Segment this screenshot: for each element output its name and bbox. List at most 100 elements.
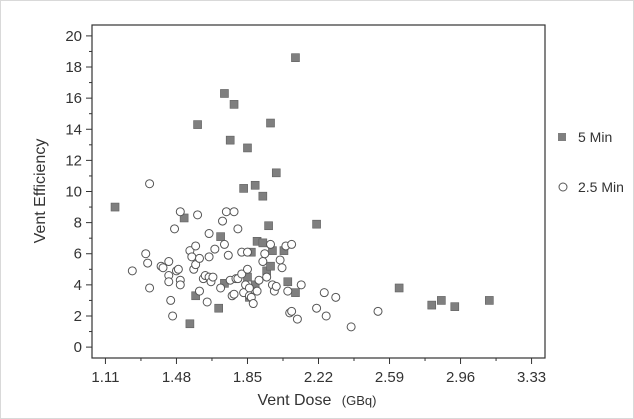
data-point-5-min (229, 100, 239, 109)
data-point-2-5-min (262, 272, 272, 282)
data-point-2-5-min (175, 207, 185, 217)
data-point-2-5-min (287, 306, 297, 316)
data-point-2-5-min (319, 288, 329, 298)
y-tick-label: 12 (65, 152, 82, 169)
data-point-2-5-min (204, 229, 214, 239)
data-point-5-min (485, 296, 494, 305)
data-point-2-5-min (373, 306, 383, 316)
data-point-5-min (450, 302, 460, 311)
legend-item-2-5-min: 2.5 Min (558, 179, 624, 195)
x-tick-label: 1.85 (233, 369, 262, 386)
data-point-2-5-min (202, 297, 212, 307)
data-point-5-min (214, 303, 223, 313)
data-point-2-5-min (271, 281, 281, 291)
x-tick-label: 3.33 (517, 369, 546, 386)
y-tick-label: 8 (74, 215, 82, 232)
x-tick-label: 2.22 (304, 369, 333, 386)
x-tick-label: 1.48 (162, 369, 191, 386)
data-point-5-min (258, 191, 268, 201)
y-axis-title: Vent Efficiency (32, 139, 49, 244)
data-point-2-5-min (164, 277, 174, 287)
data-point-2-5-min (312, 303, 322, 313)
data-point-2-5-min (237, 269, 247, 279)
data-point-5-min (220, 89, 229, 98)
x-axis-label-group: Vent Dose (GBq) (258, 392, 377, 409)
axes: 1.11 1.48 1.85 2.22 2.59 2.96 3.33 0 2 4 6 8 10 12 14 1… (65, 28, 546, 386)
data-point-5-min (193, 120, 202, 129)
data-point-2-5-min (164, 257, 174, 267)
data-point-2-5-min (242, 264, 252, 274)
x-axis-title: Vent Dose (258, 392, 332, 409)
y-tick-label: 14 (65, 121, 82, 138)
data-point-2-5-min (173, 264, 183, 274)
data-point-5-min (437, 296, 446, 305)
legend-item-5-min: 5 Min (558, 129, 612, 145)
y-tick-label: 2 (74, 308, 82, 325)
x-axis-unit: (GBq) (342, 393, 377, 408)
data-point-2-5-min (283, 286, 293, 296)
data-point-2-5-min (208, 272, 218, 282)
data-point-2-5-min (210, 244, 220, 254)
y-tick-label: 18 (65, 59, 82, 76)
y-tick-label: 6 (74, 246, 82, 263)
x-tick-label: 1.11 (91, 369, 119, 386)
data-point-5-min (225, 135, 235, 145)
data-point-2-5-min (266, 239, 276, 249)
legend-square-marker (558, 133, 566, 141)
data-point-2-5-min (242, 247, 252, 257)
data-point-2-5-min (252, 286, 262, 296)
data-point-2-5-min (175, 280, 185, 290)
data-point-5-min (258, 238, 268, 248)
data-point-2-5-min (168, 311, 178, 321)
data-point-2-5-min (248, 299, 258, 309)
data-point-2-5-min (219, 239, 229, 249)
data-point-5-min (216, 232, 225, 241)
data-point-2-5-min (166, 295, 176, 305)
data-point-2-5-min (331, 292, 341, 302)
data-point-5-min (185, 319, 195, 329)
legend-circle-marker (558, 182, 568, 192)
y-tick-label: 0 (74, 339, 82, 356)
data-point-5-min (110, 202, 120, 212)
data-point-2-5-min (141, 249, 151, 259)
data-point-2-5-min (296, 280, 306, 290)
data-point-2-5-min (292, 314, 302, 324)
data-point-2-5-min (321, 311, 331, 321)
data-point-2-5-min (194, 253, 204, 263)
data-point-5-min (239, 184, 248, 193)
data-point-2-5-min (170, 224, 180, 234)
data-point-2-5-min (204, 252, 214, 262)
data-point-2-5-min (258, 257, 268, 267)
data-point-2-5-min (145, 283, 155, 293)
y-tick-label: 20 (65, 28, 82, 45)
legend: 5 Min 2.5 Min (558, 129, 624, 195)
data-point-2-5-min (277, 263, 287, 273)
data-point-5-min (271, 168, 281, 178)
x-tick-label: 2.59 (375, 369, 404, 386)
data-point-2-5-min (187, 252, 197, 262)
data-point-2-5-min (275, 255, 285, 265)
data-point-2-5-min (233, 224, 243, 234)
data-point-2-5-min (260, 249, 270, 259)
data-point-5-min (266, 118, 275, 128)
data-point-2-5-min (244, 283, 254, 293)
data-point-2-5-min (218, 216, 228, 226)
data-point-2-5-min (254, 275, 264, 285)
data-point-5-min (243, 143, 252, 153)
data-point-2-5-min (346, 322, 356, 332)
legend-label-2-5-min: 2.5 Min (578, 179, 624, 195)
y-tick-label: 16 (65, 90, 82, 107)
x-tick-label: 2.96 (446, 369, 475, 386)
legend-label-5-min: 5 Min (578, 129, 612, 145)
data-point-5-min (291, 53, 300, 62)
data-point-2-5-min (158, 263, 168, 273)
data-point-5-min (266, 261, 275, 271)
data-point-2-5-min (127, 266, 137, 276)
data-point-2-5-min (194, 286, 204, 296)
data-point-2-5-min (216, 283, 226, 293)
data-point-5-min (427, 300, 437, 310)
data-point-2-5-min (223, 250, 233, 260)
data-point-2-5-min (145, 179, 155, 189)
